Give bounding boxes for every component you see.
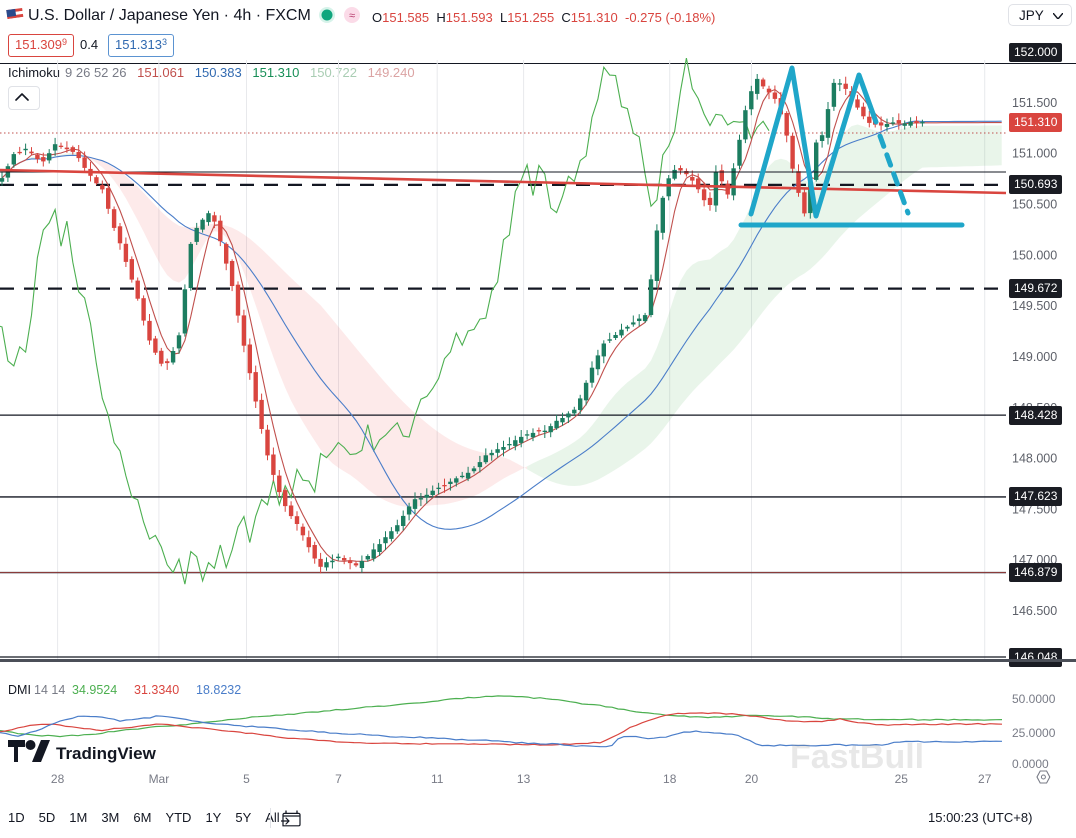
svg-text:≈: ≈ (349, 10, 355, 22)
svg-text:149.000: 149.000 (1012, 350, 1057, 364)
svg-text:148.000: 148.000 (1012, 452, 1057, 466)
svg-text:20: 20 (745, 772, 759, 786)
svg-text:18: 18 (663, 772, 677, 786)
svg-text:DMI: DMI (8, 683, 31, 697)
svg-text:149.500: 149.500 (1012, 299, 1057, 313)
svg-text:31.3340: 31.3340 (134, 683, 179, 697)
svg-text:14 14: 14 14 (34, 683, 65, 697)
svg-text:Mar: Mar (149, 772, 170, 786)
svg-text:146.500: 146.500 (1012, 604, 1057, 618)
svg-text:151.500: 151.500 (1012, 96, 1057, 110)
svg-text:28: 28 (51, 772, 65, 786)
svg-text:TradingView: TradingView (56, 744, 157, 763)
svg-text:150.500: 150.500 (1012, 198, 1057, 212)
svg-text:50.0000: 50.0000 (1012, 692, 1056, 706)
svg-text:11: 11 (431, 772, 444, 786)
svg-text:150.000: 150.000 (1012, 248, 1057, 262)
svg-text:25.0000: 25.0000 (1012, 726, 1056, 740)
svg-text:5: 5 (243, 772, 250, 786)
svg-text:7: 7 (335, 772, 342, 786)
svg-text:34.9524: 34.9524 (72, 683, 117, 697)
svg-text:151.000: 151.000 (1012, 147, 1057, 161)
svg-text:13: 13 (517, 772, 531, 786)
svg-text:27: 27 (978, 772, 992, 786)
svg-text:0.0000: 0.0000 (1012, 757, 1049, 771)
svg-text:18.8232: 18.8232 (196, 683, 241, 697)
